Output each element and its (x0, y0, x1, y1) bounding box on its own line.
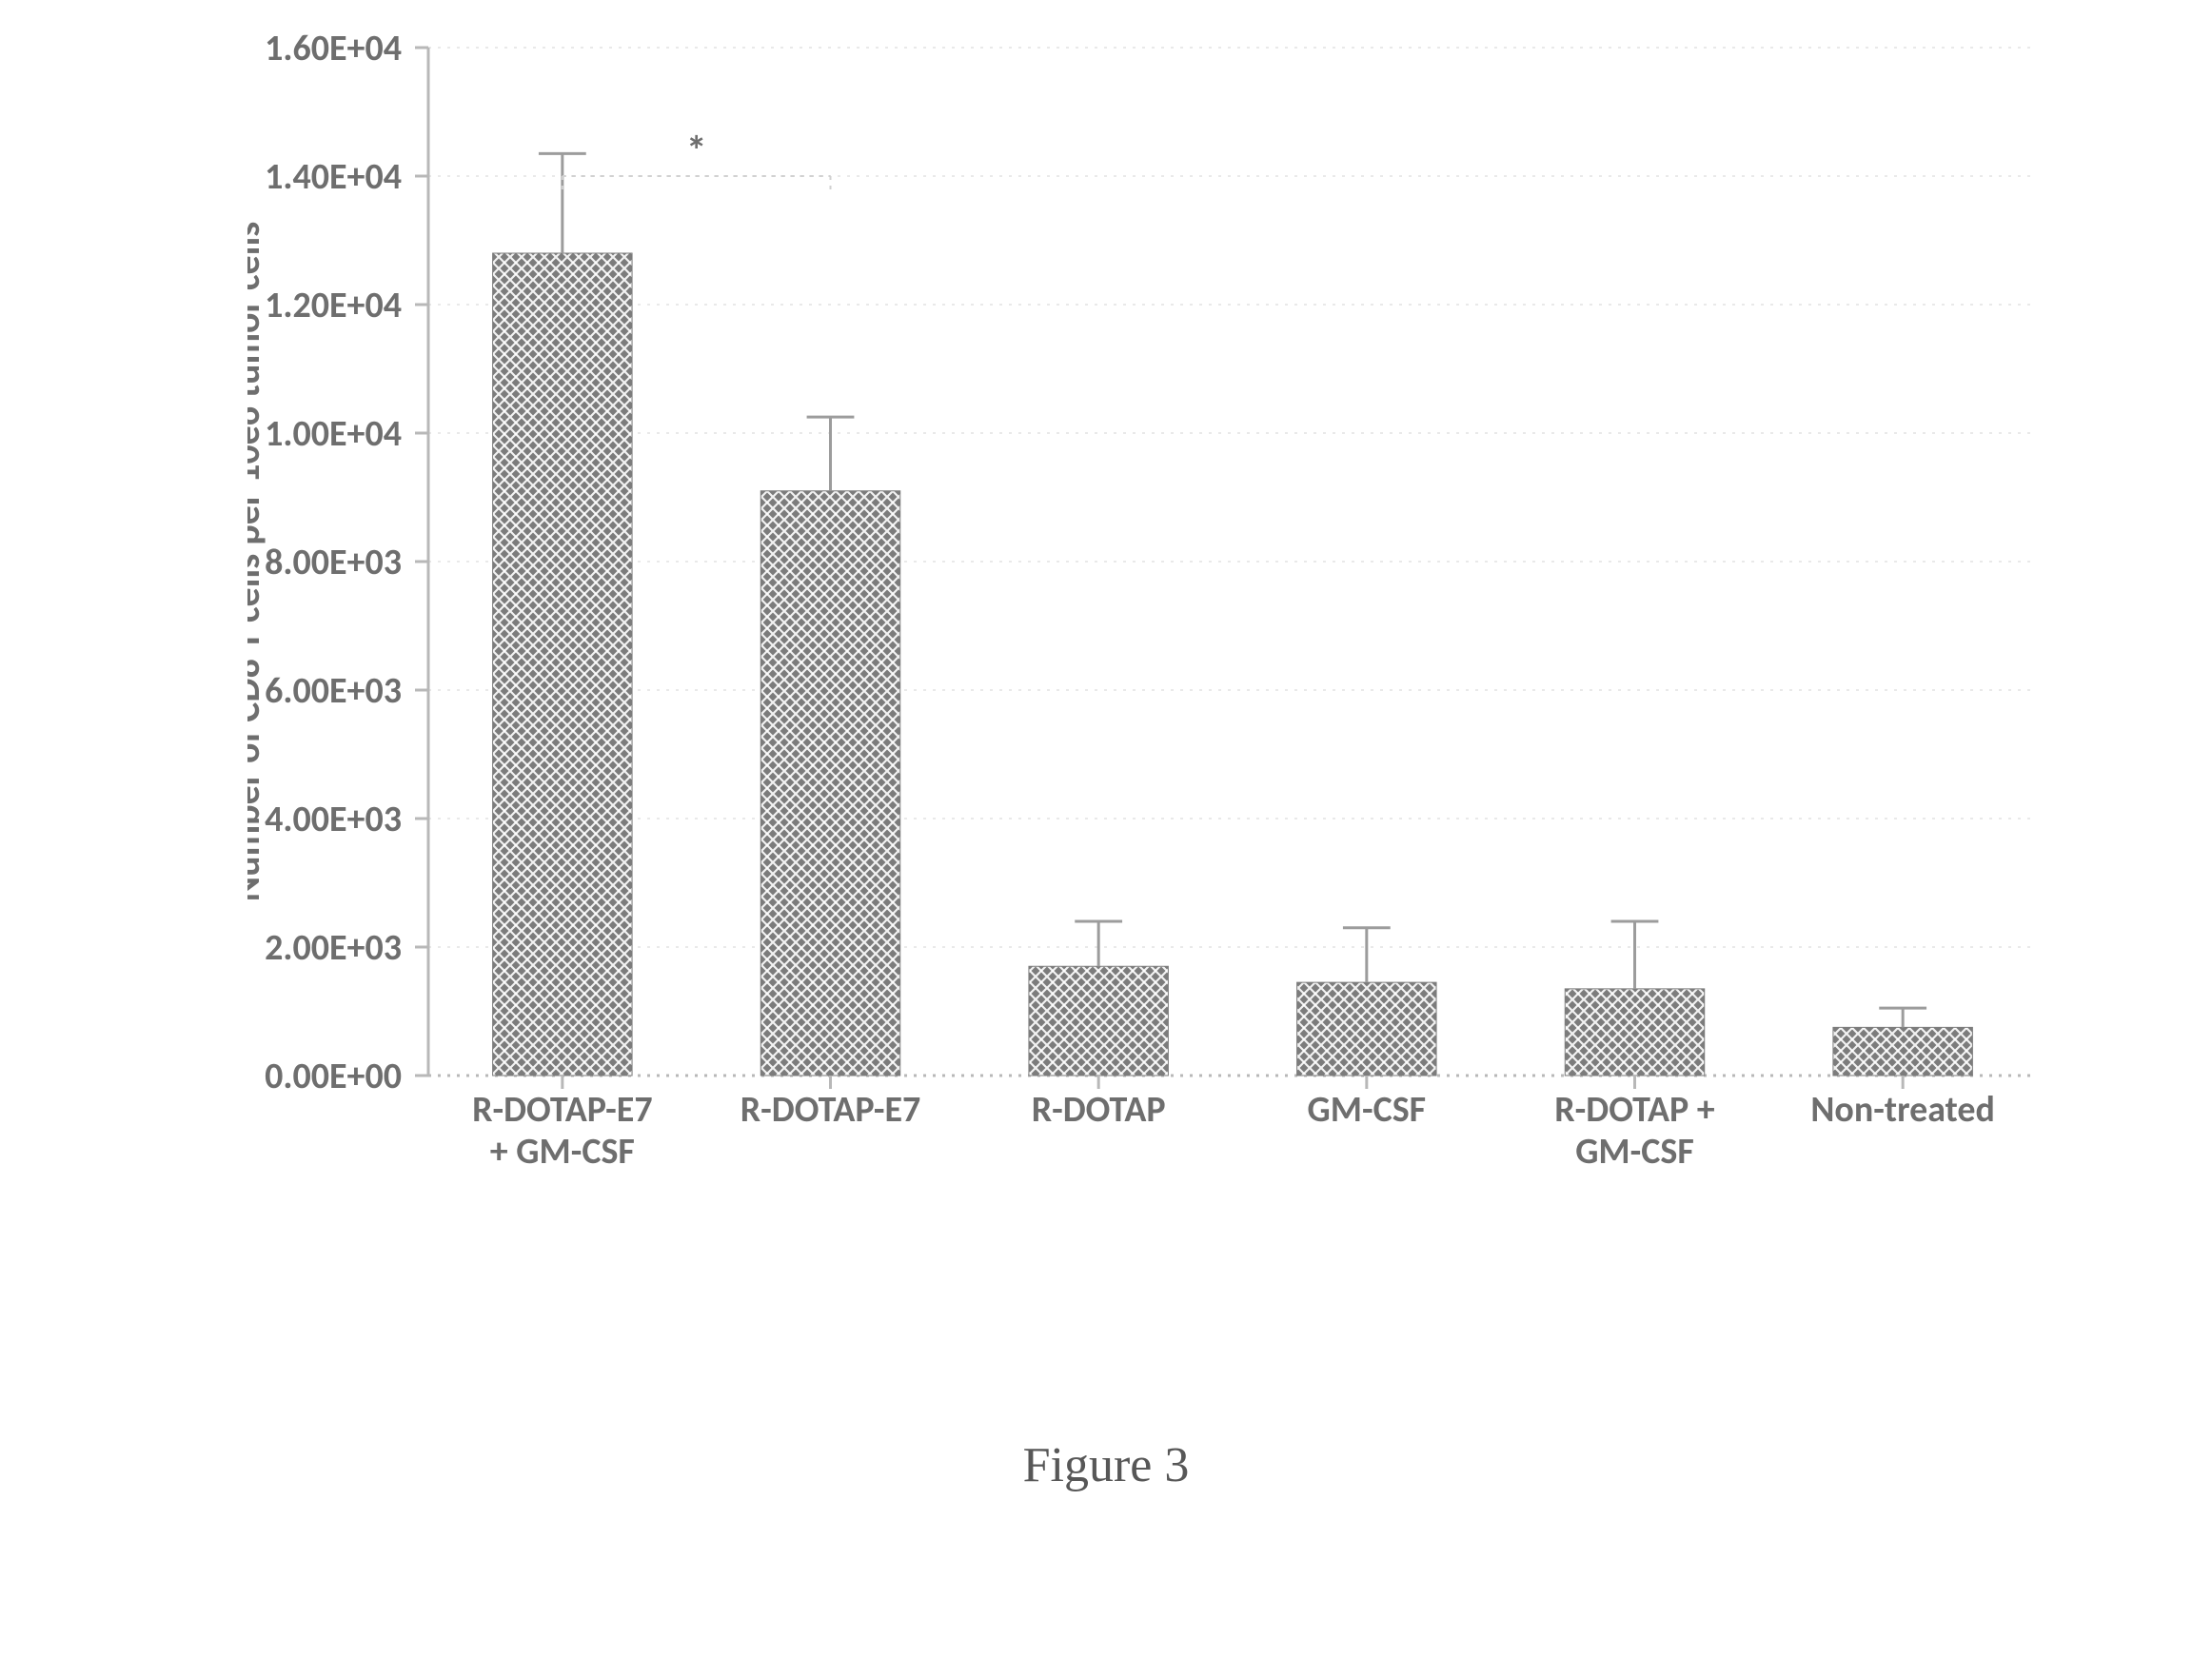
y-tick-label: 6.00E+03 (265, 669, 402, 713)
y-tick-label: 2.00E+03 (265, 926, 402, 970)
bar-chart: 0.00E+00 2.00E+03 4.00E+03 6.00E+03 8.00E+03… (247, 29, 2056, 1228)
y-tick-label: 8.00E+03 (265, 541, 402, 584)
bar (1029, 966, 1168, 1076)
y-tick-label: 1.60E+04 (265, 29, 402, 70)
y-tick-label: 1.00E+04 (265, 412, 402, 456)
bar (1297, 982, 1436, 1076)
x-tick-label: R-DOTAP (1032, 1088, 1166, 1132)
bar (493, 253, 632, 1076)
chart-container: 0.00E+00 2.00E+03 4.00E+03 6.00E+03 8.00E+03… (247, 29, 2056, 1228)
y-tick-label: 1.20E+04 (265, 284, 402, 327)
x-tick-label: Non-treated (1810, 1088, 1995, 1132)
bar (1833, 1027, 1972, 1076)
x-tick-label: GM-CSF (1575, 1130, 1694, 1174)
bar (1565, 989, 1704, 1076)
figure-caption: Figure 3 (0, 1437, 2212, 1493)
y-axis-label: Number of CD8 T cells per 10e6 tumor cel… (247, 222, 269, 901)
x-tick-label: + GM-CSF (490, 1130, 635, 1174)
y-tick-label: 0.00E+00 (265, 1055, 402, 1098)
bar (760, 491, 899, 1076)
x-tick-label: R-DOTAP-E7 (741, 1088, 921, 1132)
y-tick-label: 4.00E+03 (265, 798, 402, 841)
x-tick-label: GM-CSF (1308, 1088, 1427, 1132)
y-tick-label: 1.40E+04 (265, 155, 402, 199)
significance-star: * (686, 125, 707, 176)
x-tick-label: R-DOTAP + (1554, 1088, 1715, 1132)
x-tick-label: R-DOTAP-E7 (472, 1088, 653, 1132)
